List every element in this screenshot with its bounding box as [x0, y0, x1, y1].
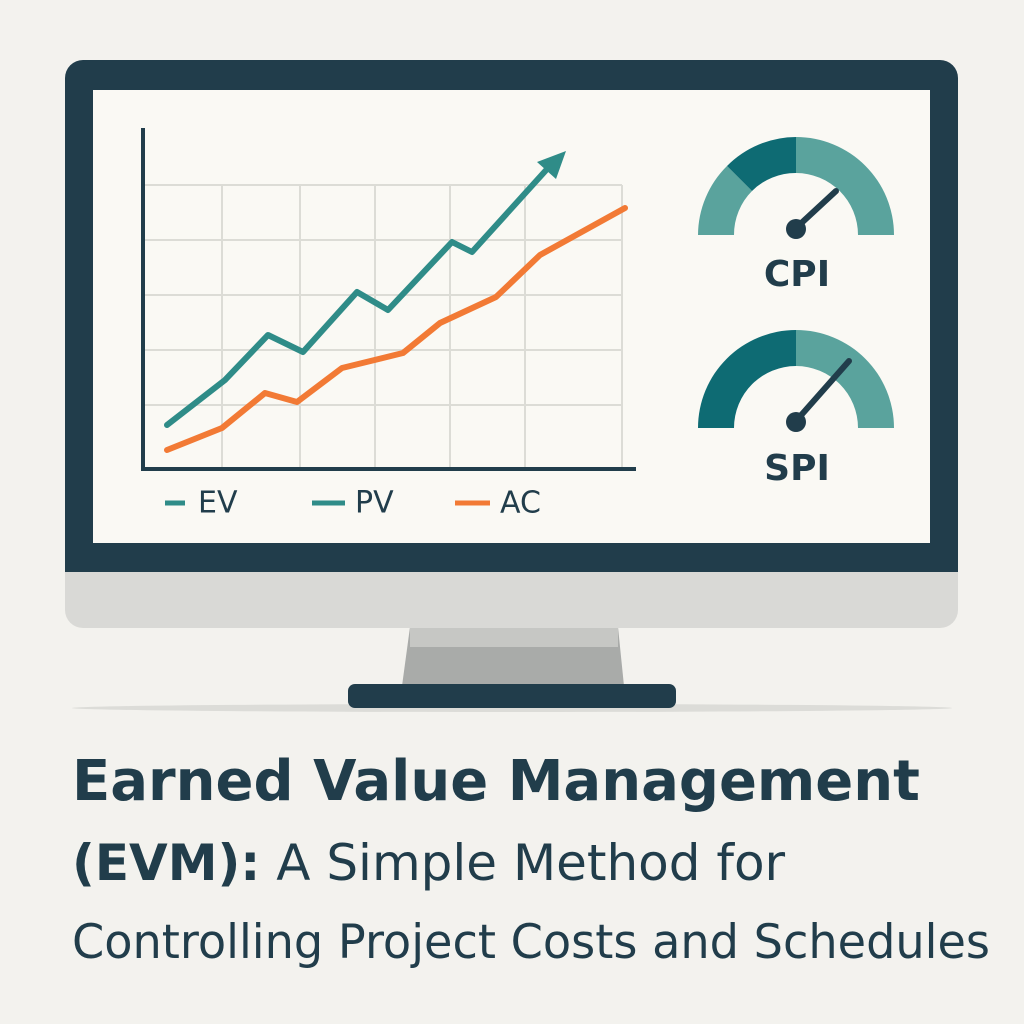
stand-base [348, 684, 676, 708]
legend-label: AC [500, 486, 541, 521]
spi-gauge [698, 330, 894, 432]
title-line: (EVM): A Simple Method for [72, 834, 786, 892]
title-line: Earned Value Management [72, 749, 920, 814]
grid [143, 184, 623, 470]
gauge-label: CPI [764, 254, 830, 295]
title-line: Controlling Project Costs and Schedules [72, 915, 990, 970]
stand-neck-top [410, 627, 618, 647]
title-bold: (EVM): [72, 834, 260, 892]
cpi-gauge [698, 137, 894, 239]
title-text: A Simple Method for [276, 834, 785, 892]
ev-line [164, 165, 551, 428]
legend-label: EV [198, 486, 238, 521]
ac-line [164, 205, 628, 453]
legend-label: PV [355, 486, 394, 521]
gauge-label: SPI [764, 448, 830, 489]
arrowhead [537, 151, 566, 179]
